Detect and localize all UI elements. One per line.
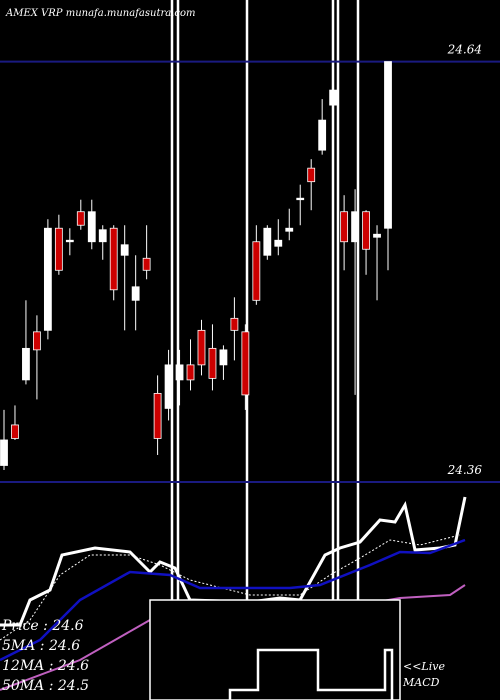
candle-body <box>274 239 283 247</box>
ma-line-blue <box>0 538 466 662</box>
candle-body <box>296 197 305 201</box>
candle-body <box>340 211 349 243</box>
candle-body <box>384 61 392 229</box>
macd-label: MACD <box>402 676 440 689</box>
candle-body <box>98 229 107 243</box>
candle-body <box>230 317 239 331</box>
macd-line <box>228 648 394 700</box>
candle-body <box>131 286 140 301</box>
candle-body <box>43 227 52 331</box>
candle-body <box>109 227 118 291</box>
chart-title: AMEX VRP munafa.munafasutra.com <box>5 8 196 19</box>
candle-body <box>33 331 41 351</box>
candle-body <box>120 244 129 256</box>
candle-body <box>285 227 294 232</box>
y-tick-label: 24.64 <box>447 43 482 57</box>
candle-body <box>11 424 19 439</box>
candle-body <box>219 349 228 366</box>
legend-price: Price : 24.6 <box>1 618 84 634</box>
legend-50ma: 50MA : 24.5 <box>2 678 89 694</box>
candle-body <box>175 364 184 381</box>
candle-body <box>318 119 327 151</box>
candle-body <box>65 239 74 243</box>
candle-body <box>197 329 206 366</box>
candle-body <box>76 211 85 226</box>
candle-body <box>252 241 261 301</box>
legend-12ma: 12MA : 24.6 <box>2 658 89 674</box>
candle-body <box>22 347 30 381</box>
candle-body <box>0 439 8 466</box>
candle-body <box>153 393 162 439</box>
candle-body <box>263 227 272 256</box>
candle-body <box>362 211 370 250</box>
candle-body <box>241 331 250 396</box>
candle-body <box>351 211 359 243</box>
candle-body <box>54 227 63 271</box>
ma-line <box>0 534 461 641</box>
candle-body <box>307 167 316 183</box>
candle-body <box>142 257 151 271</box>
candle-body <box>164 364 173 409</box>
candle-body <box>329 89 338 106</box>
candle-body <box>186 364 195 381</box>
candle-body <box>208 347 217 379</box>
y-tick-label: 24.36 <box>447 463 483 477</box>
candle-body <box>87 211 96 243</box>
legend-5ma: 5MA : 24.6 <box>2 638 80 654</box>
live-label: <<Live <box>403 660 445 673</box>
candle-body <box>373 233 381 238</box>
